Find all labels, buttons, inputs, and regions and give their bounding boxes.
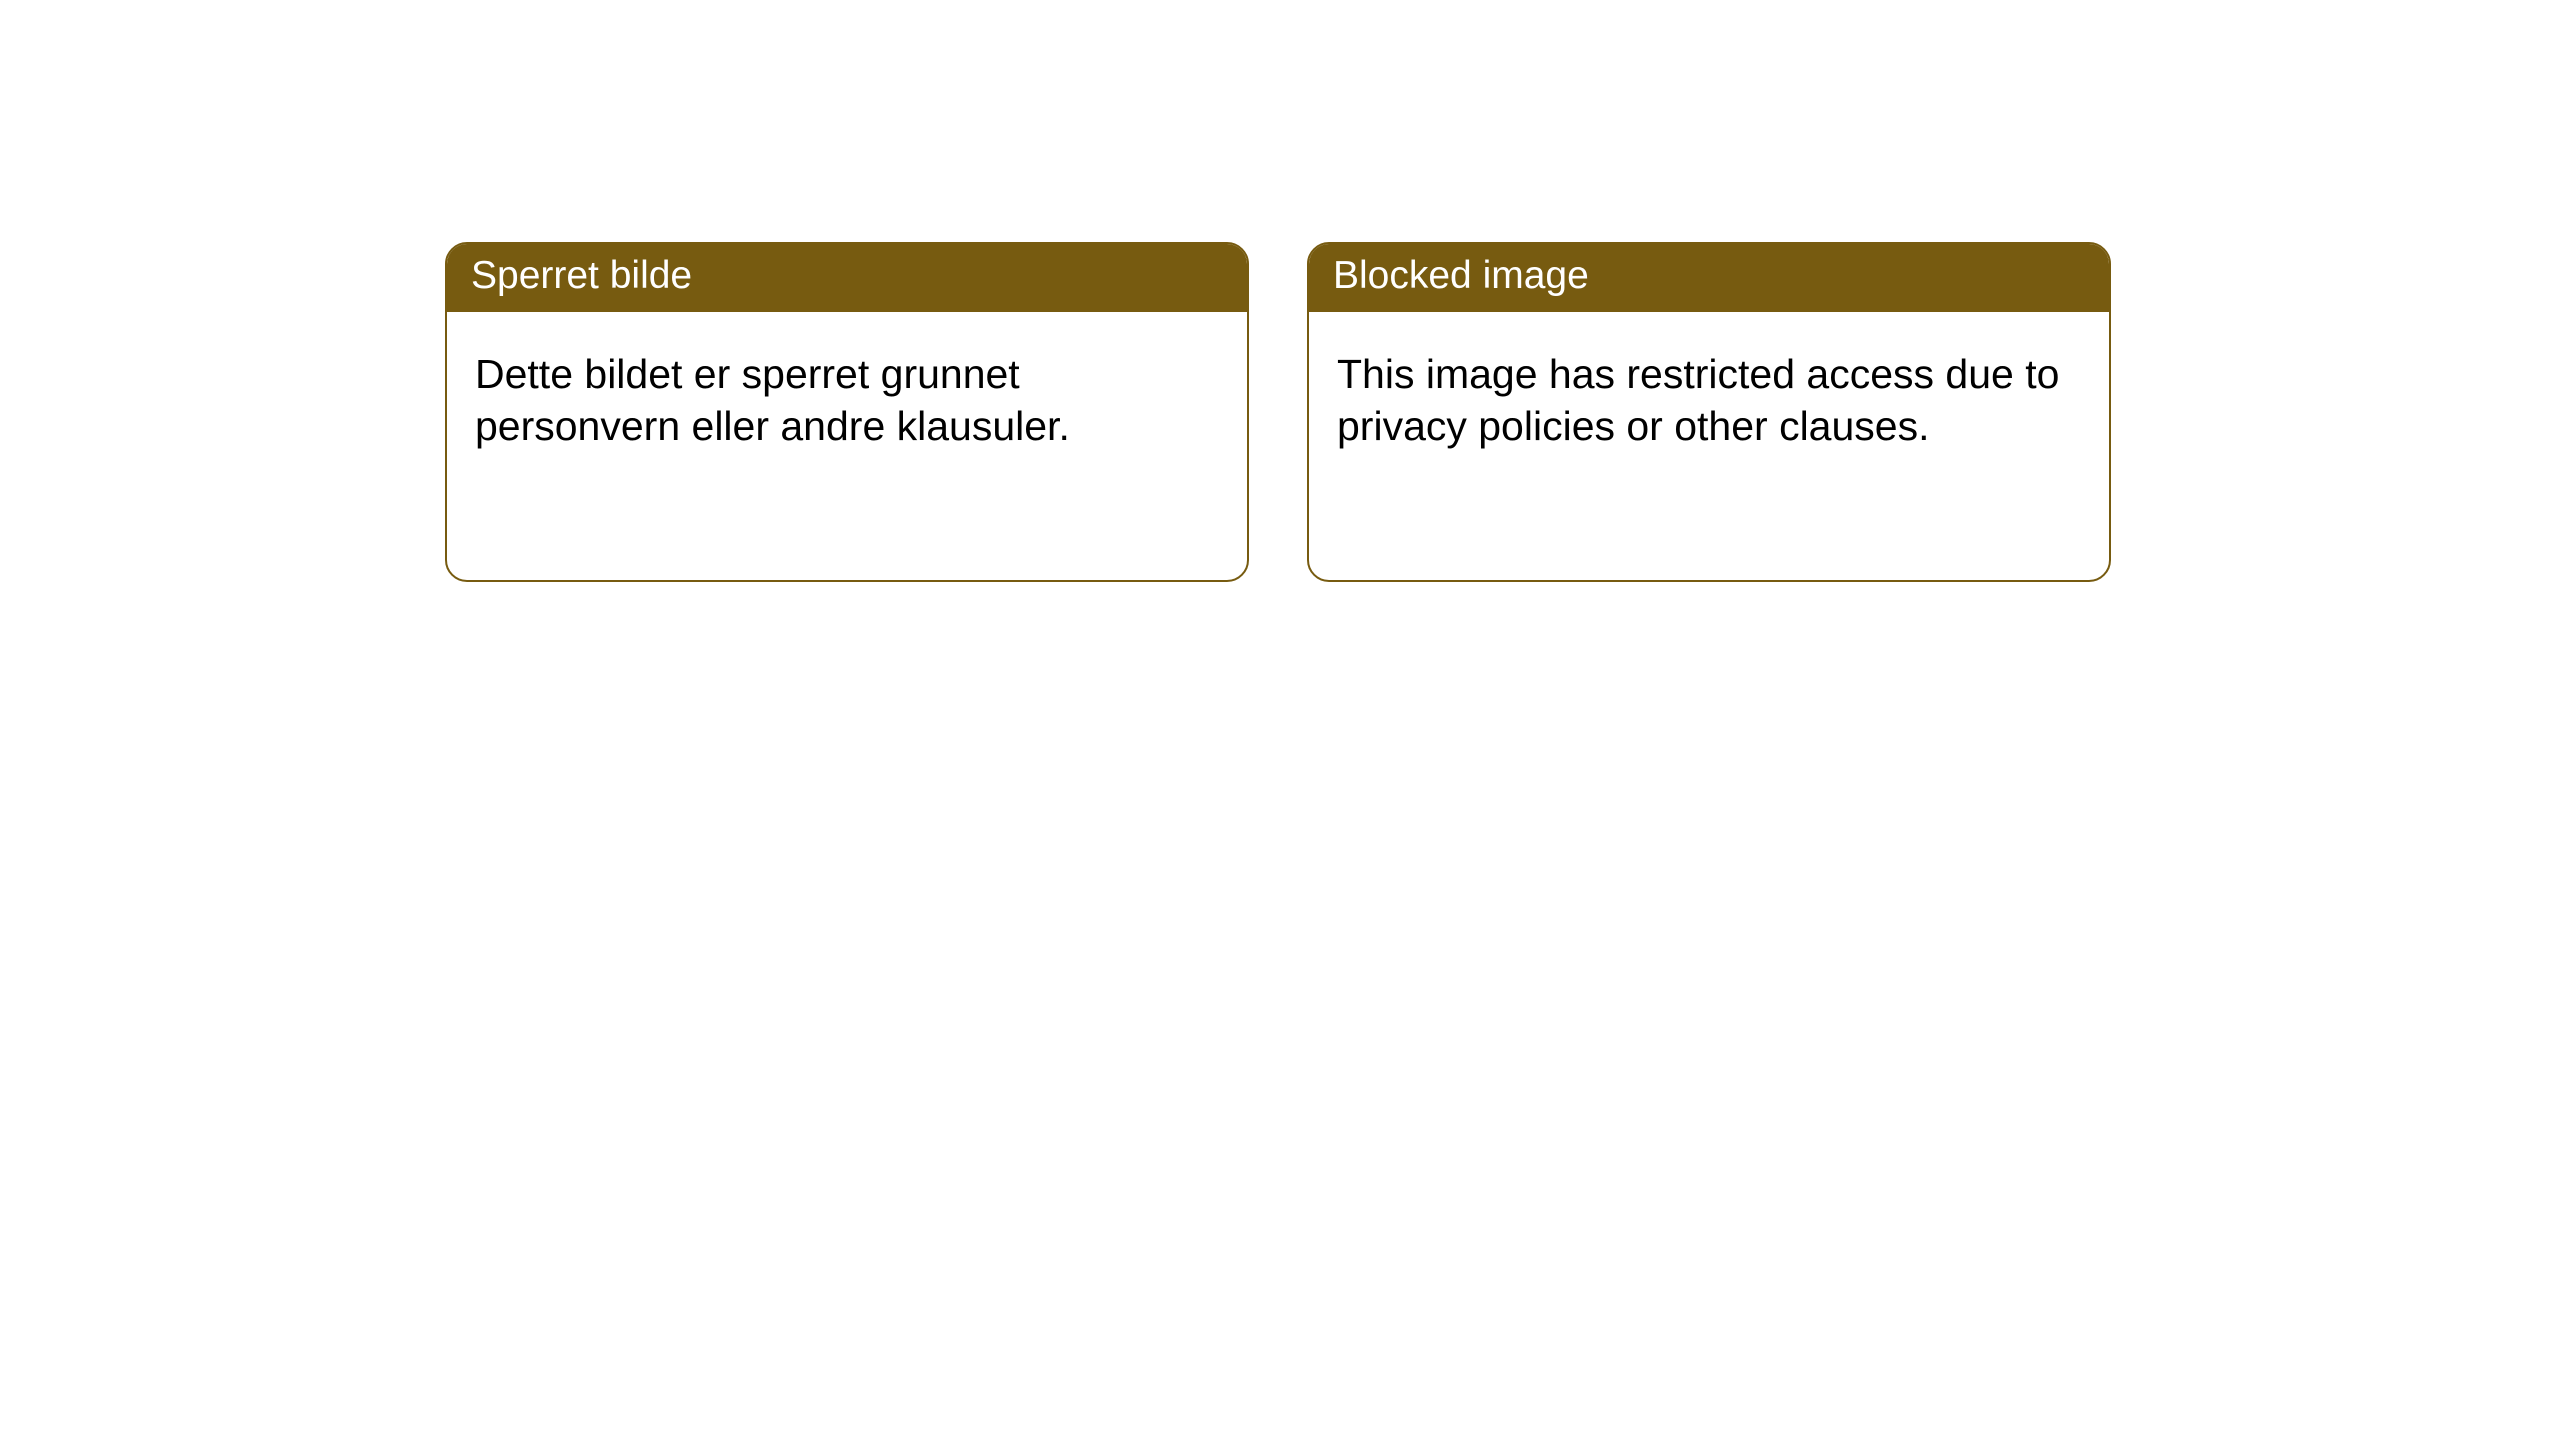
blocked-image-card-no: Sperret bilde Dette bildet er sperret gr… <box>445 242 1249 582</box>
card-body-en: This image has restricted access due to … <box>1309 312 2109 489</box>
cards-container: Sperret bilde Dette bildet er sperret gr… <box>445 242 2111 582</box>
card-title-no: Sperret bilde <box>447 244 1247 312</box>
blocked-image-card-en: Blocked image This image has restricted … <box>1307 242 2111 582</box>
card-title-en: Blocked image <box>1309 244 2109 312</box>
card-body-no: Dette bildet er sperret grunnet personve… <box>447 312 1247 489</box>
